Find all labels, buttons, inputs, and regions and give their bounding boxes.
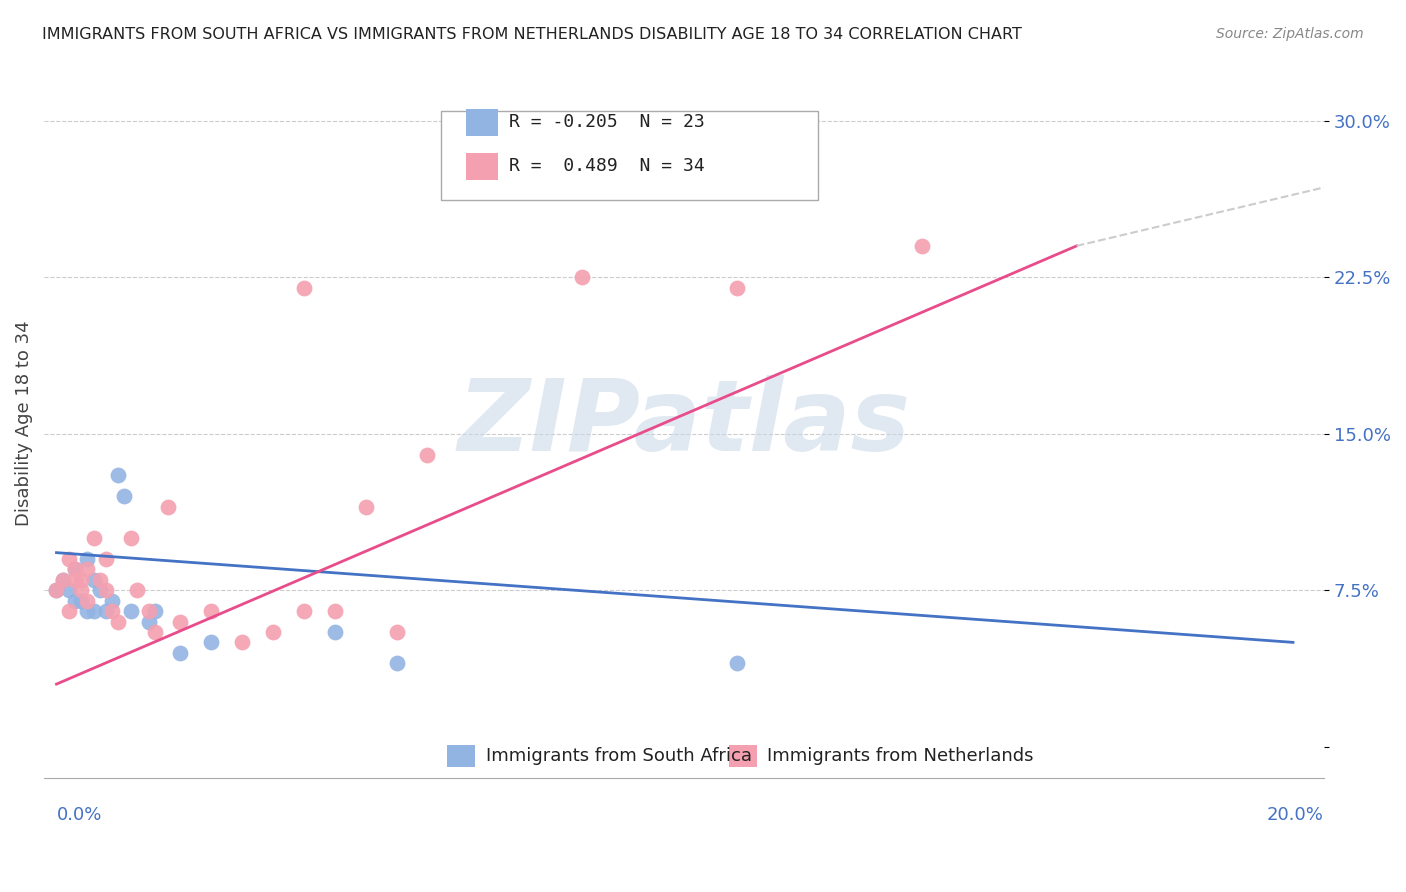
Point xyxy=(63,562,86,576)
Point xyxy=(45,583,67,598)
Point xyxy=(70,593,93,607)
Point xyxy=(138,604,160,618)
FancyBboxPatch shape xyxy=(447,745,475,767)
Point xyxy=(70,573,93,587)
FancyBboxPatch shape xyxy=(467,153,499,180)
Point xyxy=(52,573,75,587)
Point xyxy=(385,624,408,639)
Point xyxy=(292,604,315,618)
Point xyxy=(83,604,105,618)
Point xyxy=(416,448,439,462)
FancyBboxPatch shape xyxy=(728,745,756,767)
Y-axis label: Disability Age 18 to 34: Disability Age 18 to 34 xyxy=(15,320,32,526)
Point xyxy=(292,280,315,294)
Point xyxy=(354,500,377,514)
Point xyxy=(200,604,222,618)
Text: IMMIGRANTS FROM SOUTH AFRICA VS IMMIGRANTS FROM NETHERLANDS DISABILITY AGE 18 TO: IMMIGRANTS FROM SOUTH AFRICA VS IMMIGRAN… xyxy=(42,27,1022,42)
Point xyxy=(120,531,142,545)
Text: Source: ZipAtlas.com: Source: ZipAtlas.com xyxy=(1216,27,1364,41)
Point xyxy=(101,593,124,607)
Point xyxy=(571,270,593,285)
Text: Immigrants from South Africa: Immigrants from South Africa xyxy=(485,747,752,765)
Text: ZIPatlas: ZIPatlas xyxy=(457,375,911,472)
Point xyxy=(120,604,142,618)
Point xyxy=(323,624,346,639)
Text: Immigrants from Netherlands: Immigrants from Netherlands xyxy=(768,747,1033,765)
Point xyxy=(94,552,117,566)
Point xyxy=(76,562,98,576)
Point xyxy=(63,562,86,576)
Point xyxy=(138,615,160,629)
Point xyxy=(89,583,111,598)
Point xyxy=(58,552,80,566)
Point xyxy=(70,583,93,598)
Point xyxy=(169,615,191,629)
Point xyxy=(156,500,179,514)
Point xyxy=(83,573,105,587)
Point xyxy=(231,635,253,649)
Text: 0.0%: 0.0% xyxy=(56,806,101,824)
FancyBboxPatch shape xyxy=(441,112,818,200)
Point xyxy=(83,531,105,545)
Point xyxy=(323,604,346,618)
Point xyxy=(262,624,284,639)
Point xyxy=(169,646,191,660)
Text: R = -0.205  N = 23: R = -0.205 N = 23 xyxy=(509,112,704,131)
Point xyxy=(725,280,748,294)
Point xyxy=(45,583,67,598)
Point xyxy=(58,604,80,618)
Point xyxy=(145,604,167,618)
Point xyxy=(58,583,80,598)
FancyBboxPatch shape xyxy=(467,109,499,136)
Point xyxy=(94,604,117,618)
Point xyxy=(725,657,748,671)
Point xyxy=(89,573,111,587)
Point xyxy=(200,635,222,649)
Point xyxy=(145,624,167,639)
Text: R =  0.489  N = 34: R = 0.489 N = 34 xyxy=(509,157,704,175)
Point xyxy=(107,468,129,483)
Point xyxy=(76,593,98,607)
Point xyxy=(76,552,98,566)
Text: 20.0%: 20.0% xyxy=(1267,806,1324,824)
Point xyxy=(125,583,148,598)
Point xyxy=(101,604,124,618)
Point xyxy=(63,593,86,607)
Point xyxy=(911,239,934,253)
Point xyxy=(94,583,117,598)
Point xyxy=(76,604,98,618)
Point xyxy=(107,615,129,629)
Point xyxy=(114,489,136,503)
Point xyxy=(385,657,408,671)
Point xyxy=(63,573,86,587)
Point xyxy=(52,573,75,587)
